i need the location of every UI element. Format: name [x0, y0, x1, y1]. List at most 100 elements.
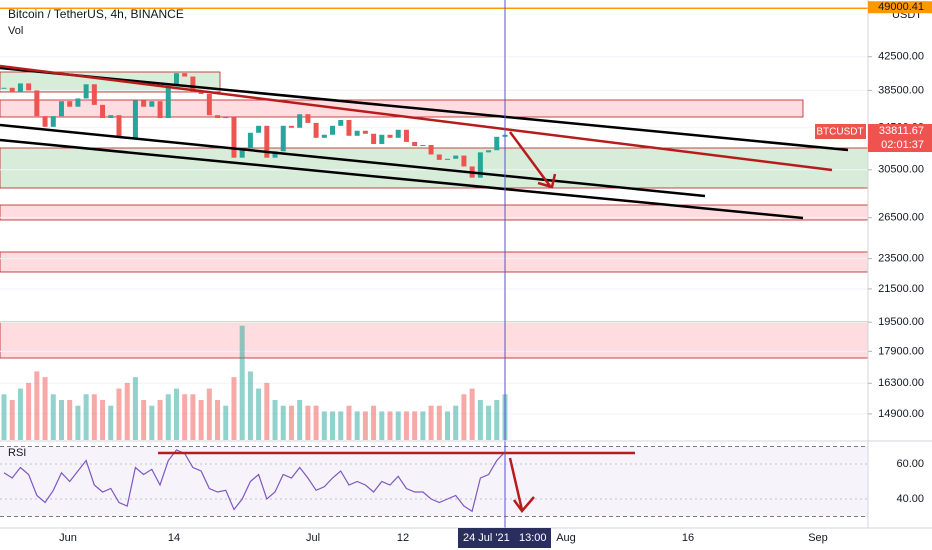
- candle: [165, 86, 171, 119]
- candle: [42, 116, 48, 127]
- volume-bar: [58, 400, 64, 440]
- volume-bar: [173, 388, 179, 440]
- candle: [132, 100, 138, 139]
- candle: [149, 101, 155, 107]
- volume-bar: [165, 394, 171, 440]
- volume-bar: [321, 411, 327, 440]
- volume-bar: [149, 405, 155, 440]
- volume-bar: [436, 405, 442, 440]
- candle: [362, 130, 368, 134]
- volume-bar: [395, 411, 401, 440]
- candle: [428, 145, 434, 155]
- candle: [91, 84, 97, 105]
- zone: [0, 321, 869, 359]
- x-tick-label: Sep: [808, 532, 828, 544]
- candle: [9, 87, 15, 93]
- candle: [83, 84, 89, 99]
- volume-bar: [67, 400, 73, 440]
- volume-bar: [330, 411, 336, 440]
- high-marker-box: [868, 1, 932, 14]
- candle: [141, 100, 147, 107]
- volume-bar: [132, 377, 138, 440]
- candle: [354, 130, 360, 136]
- volume-bar: [247, 371, 253, 440]
- volume-bar: [477, 400, 483, 440]
- volume-bar: [182, 394, 188, 440]
- candle: [157, 101, 163, 119]
- volume-bar: [190, 394, 196, 440]
- candle: [190, 76, 196, 93]
- candle: [313, 122, 319, 138]
- volume-bar: [338, 411, 344, 440]
- x-tick-label: 14: [168, 532, 180, 544]
- x-tick-label: Jul: [306, 532, 320, 544]
- candle: [198, 92, 204, 94]
- volume-bar: [157, 400, 163, 440]
- trend-line: [0, 138, 804, 220]
- volume-bar: [26, 382, 32, 440]
- candle: [453, 155, 459, 159]
- candle: [280, 125, 286, 152]
- candle: [215, 115, 221, 119]
- symbol-box: [815, 124, 866, 139]
- y-tick-label: 19500.00: [878, 316, 924, 328]
- volume-bar: [116, 388, 122, 440]
- rsi-tick-label: 40.00: [896, 493, 924, 505]
- y-tick-label: 14900.00: [878, 408, 924, 420]
- candle: [461, 155, 467, 167]
- volume-bar: [371, 405, 377, 440]
- trend-line: [0, 64, 833, 172]
- candle: [50, 116, 56, 127]
- zone: [0, 99, 804, 118]
- volume-bar: [494, 400, 500, 440]
- volume-bar: [42, 377, 48, 440]
- y-tick-label: 23500.00: [878, 253, 924, 265]
- candle: [387, 134, 393, 138]
- candle: [477, 152, 483, 178]
- y-tick-label: 16300.00: [878, 377, 924, 389]
- rsi-label: RSI: [8, 447, 26, 459]
- candle: [264, 125, 270, 158]
- rsi-line: [3, 449, 506, 513]
- candle: [26, 83, 32, 91]
- volume-bar: [280, 405, 286, 440]
- candle: [338, 119, 344, 126]
- axes: 42500.0038500.0034500.0030500.0026500.00…: [59, 1, 932, 544]
- x-tick-label: Jun: [59, 532, 77, 544]
- candle: [173, 73, 179, 87]
- volume-bar: [198, 400, 204, 440]
- candle: [1, 87, 7, 89]
- volume-bar: [223, 405, 229, 440]
- volume-label: Vol: [8, 25, 23, 37]
- volume-bar: [305, 405, 311, 440]
- volume-bar: [124, 382, 130, 440]
- drawings: [0, 0, 849, 528]
- volume-bar: [231, 377, 237, 440]
- candle: [34, 90, 40, 117]
- volume-bar: [412, 411, 418, 440]
- volume-bar: [486, 405, 492, 440]
- volume-bar: [9, 400, 15, 440]
- candle: [108, 115, 114, 119]
- candle: [494, 136, 500, 151]
- candle: [223, 117, 229, 119]
- volume-bar: [354, 411, 360, 440]
- volume-bar: [387, 411, 393, 440]
- rsi-band-fill: [0, 446, 868, 517]
- rsi-tick-label: 60.00: [896, 458, 924, 470]
- volume-bar: [313, 405, 319, 440]
- cursor-box: [458, 528, 551, 548]
- candle: [116, 115, 122, 137]
- y-tick-label: 42500.00: [878, 51, 924, 63]
- trend-line: [0, 123, 706, 198]
- y-tick-label: 21500.00: [878, 283, 924, 295]
- volume-bar: [297, 400, 303, 440]
- x-tick-label: 16: [682, 532, 694, 544]
- candle: [256, 125, 262, 133]
- arrow: [508, 457, 535, 514]
- candle: [17, 83, 23, 93]
- volume-bar: [445, 411, 451, 440]
- volume-bar: [91, 394, 97, 440]
- volume-bar: [362, 411, 368, 440]
- candle: [272, 151, 278, 158]
